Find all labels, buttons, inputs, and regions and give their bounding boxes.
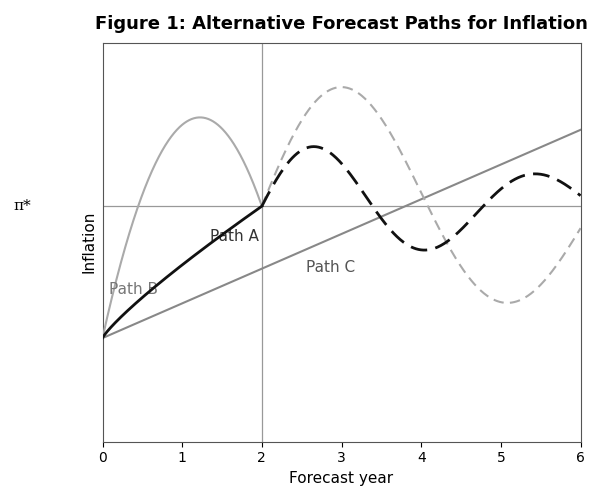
Text: π*: π* [13, 199, 31, 213]
Text: Path B: Path B [109, 282, 158, 297]
X-axis label: Forecast year: Forecast year [289, 471, 394, 486]
Y-axis label: Inflation: Inflation [82, 211, 97, 274]
Text: Path A: Path A [210, 229, 259, 243]
Text: Path C: Path C [305, 260, 355, 275]
Title: Figure 1: Alternative Forecast Paths for Inflation: Figure 1: Alternative Forecast Paths for… [95, 15, 588, 33]
